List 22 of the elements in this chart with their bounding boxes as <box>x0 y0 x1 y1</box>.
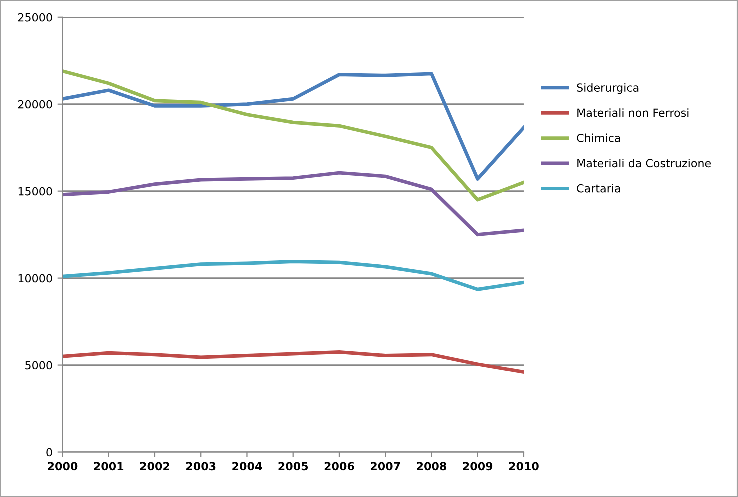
y-tick-label: 20000 <box>18 100 52 109</box>
x-tick-label: 2010 <box>509 462 539 471</box>
legend-label: Chimica <box>577 134 620 142</box>
x-tick-label: 2009 <box>463 462 493 471</box>
x-tick-label: 2001 <box>94 462 124 471</box>
legend-label: Materiali da Costruzione <box>578 158 712 168</box>
y-tick-label: 0 <box>46 448 52 457</box>
x-tick-label: 2008 <box>417 462 447 471</box>
x-tick-label: 2004 <box>232 462 262 471</box>
y-tick-label: 5000 <box>26 361 52 370</box>
x-tick-label: 2007 <box>371 462 400 471</box>
x-tick-label: 2002 <box>140 462 170 471</box>
y-tick-label: 25000 <box>18 13 52 22</box>
x-tick-label: 2005 <box>278 462 308 471</box>
x-tick-label: 2000 <box>48 462 78 471</box>
y-tick-label: 10000 <box>18 274 52 283</box>
x-tick-label: 2003 <box>186 462 216 471</box>
legend-label: Cartaria <box>577 184 620 193</box>
x-tick-label: 2006 <box>324 462 354 471</box>
legend-label: Materiali non Ferrosi <box>578 108 689 118</box>
legend-label: Siderurgica <box>577 83 639 94</box>
y-tick-label: 15000 <box>18 187 52 196</box>
